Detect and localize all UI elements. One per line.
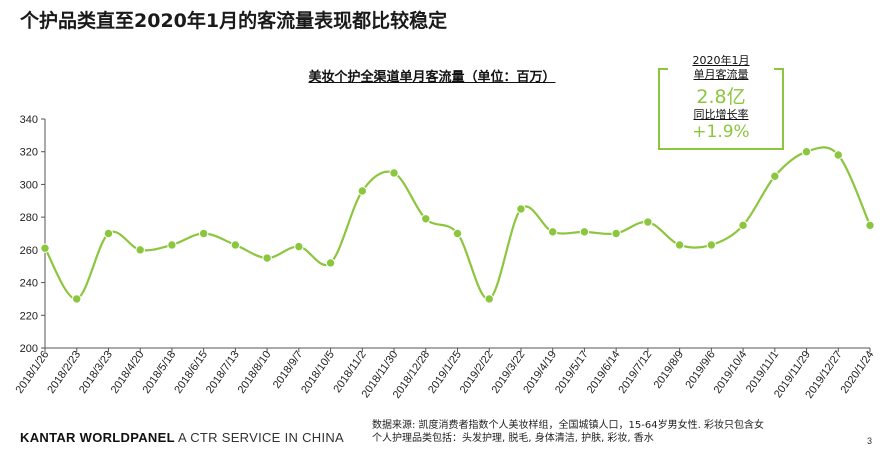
data-point	[611, 228, 621, 239]
data-point	[389, 168, 399, 178]
x-axis: 2018/1/262018/2/232018/3/232018/4/202018…	[14, 347, 876, 401]
data-point	[738, 220, 748, 231]
data-point	[770, 171, 780, 181]
x-tick-label: 2019/9/6	[683, 349, 717, 391]
y-tick-label: 260	[20, 245, 38, 257]
callout-frame-tick	[658, 68, 668, 70]
data-point	[706, 240, 717, 250]
data-point	[643, 217, 653, 227]
data-point	[325, 258, 336, 268]
data-point	[801, 147, 812, 157]
source-line-2: 个人护理品类包括：头发护理, 脱毛, 身体清洁, 护肤, 彩妆, 香水	[372, 433, 654, 444]
data-point	[421, 214, 431, 224]
data-point	[484, 294, 494, 304]
source-line-1: 数据来源: 凯度消费者指数个人美妆样组，全国城镇人口，15-64岁男女性. 彩妆…	[372, 420, 764, 431]
callout-frame	[658, 68, 784, 150]
chart-title-text: 美妆个护全渠道单月客流量（单位：百万）	[308, 70, 556, 85]
brand-tagline: A CTR SERVICE IN CHINA	[174, 430, 345, 445]
y-tick-label: 220	[20, 310, 38, 322]
y-tick-label: 340	[20, 114, 38, 126]
data-point	[579, 227, 590, 237]
y-tick-label: 240	[20, 278, 38, 290]
chart-title: 美妆个护全渠道单月客流量（单位：百万）	[0, 66, 884, 85]
y-axis: 200 220 240 260 280 300 320 340	[20, 114, 46, 355]
y-tick-label: 200	[20, 343, 38, 355]
data-point	[103, 228, 114, 239]
data-point	[547, 227, 558, 237]
y-tick-label: 320	[20, 147, 38, 159]
data-point	[72, 294, 82, 304]
y-tick-label: 280	[20, 212, 38, 224]
data-point	[357, 186, 368, 196]
slide-title: 个护品类直至2020年1月的客流量表现都比较稳定	[20, 10, 448, 32]
brand-name: KANTAR WORLDPANEL	[20, 430, 175, 445]
data-point	[167, 240, 177, 250]
data-point	[135, 245, 145, 255]
data-point	[230, 240, 241, 250]
callout-growth-label: 同比增长率	[693, 108, 749, 121]
data-point	[516, 204, 526, 214]
data-point	[40, 243, 50, 253]
footer-brand: KANTAR WORLDPANEL A CTR SERVICE IN CHINA	[20, 430, 344, 445]
data-point	[294, 241, 304, 252]
page-number: 3	[866, 436, 872, 446]
callout-frame-tick	[774, 68, 784, 70]
data-point	[452, 228, 463, 239]
x-tick-label: 2018/9/7	[271, 349, 305, 391]
y-tick-label: 300	[20, 179, 38, 191]
source-note: 数据来源: 凯度消费者指数个人美妆样组，全国城镇人口，15-64岁男女性. 彩妆…	[372, 419, 764, 445]
data-point	[833, 150, 843, 160]
data-point	[198, 228, 209, 239]
data-point	[674, 240, 685, 250]
x-tick-label: 2019/8/9	[652, 349, 686, 391]
callout-metric-value: 2.8亿	[696, 86, 746, 108]
callout-growth-value: +1.9%	[692, 122, 750, 142]
data-point	[865, 220, 875, 231]
series-layer	[40, 146, 875, 304]
data-point	[262, 253, 272, 263]
summary-callout: 2020年1月 单月客流量 2.8亿 同比增长率 +1.9%	[658, 54, 784, 150]
callout-period: 2020年1月	[692, 54, 750, 67]
callout-metric-label: 单月客流量	[693, 68, 749, 81]
